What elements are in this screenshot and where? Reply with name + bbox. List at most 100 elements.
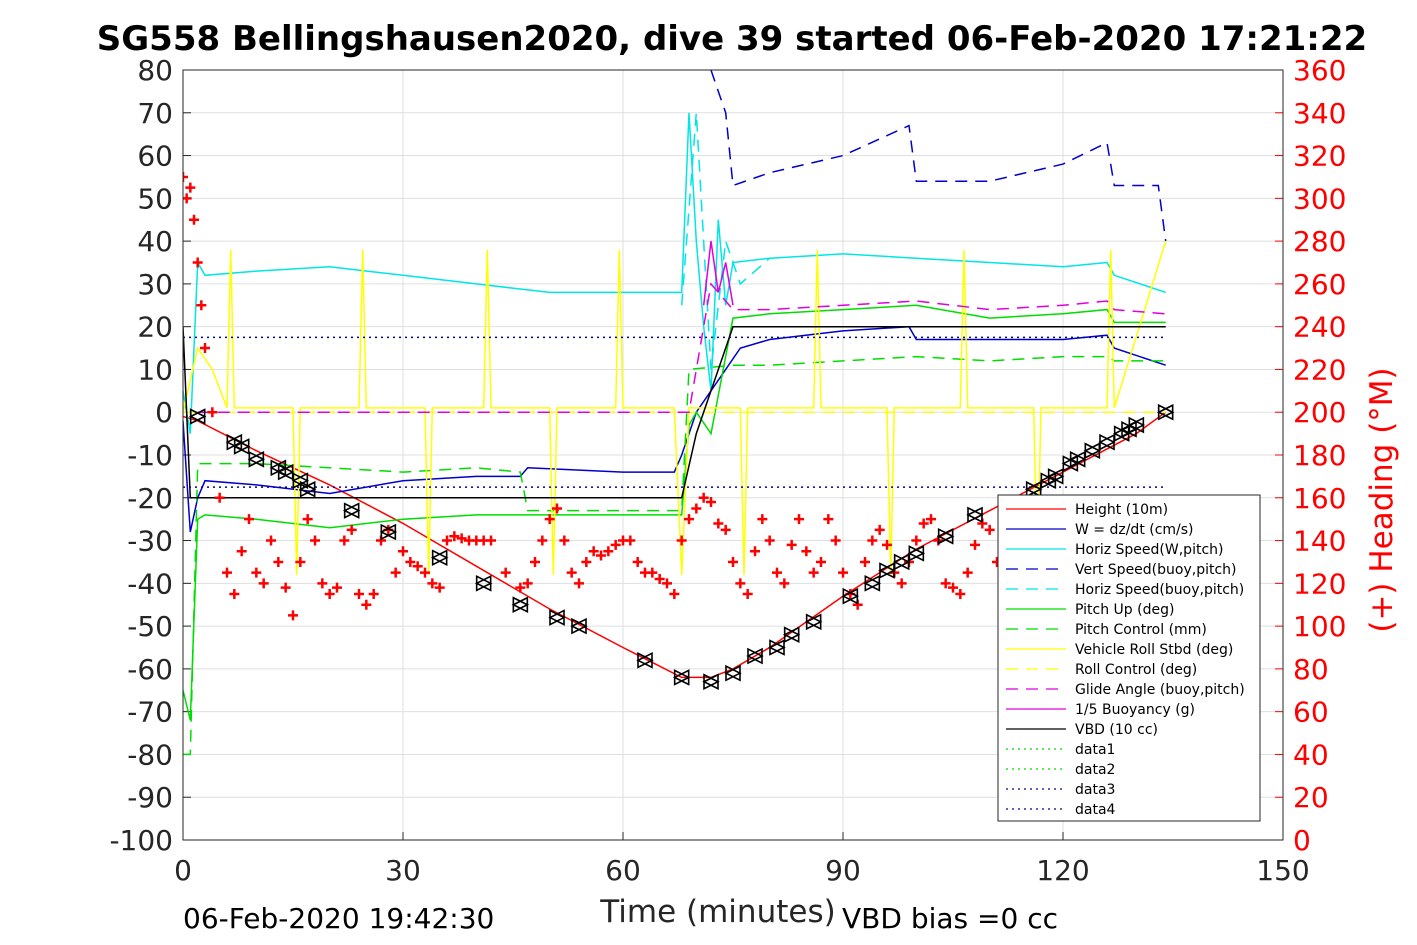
x-tick-label: 120 — [1036, 854, 1089, 887]
heading-point — [574, 578, 584, 589]
legend-entry: 1/5 Buoyancy (g) — [1075, 702, 1195, 718]
heading-point — [984, 524, 995, 535]
heading-point — [610, 539, 621, 550]
heading-point — [354, 589, 364, 600]
y-right-tick-label: 120 — [1293, 567, 1346, 600]
heading-point — [442, 535, 452, 546]
heading-point — [882, 539, 892, 550]
heading-point — [500, 567, 511, 578]
height-marker — [1046, 468, 1065, 485]
y-right-tick-label: 260 — [1293, 268, 1346, 301]
height-marker — [1098, 433, 1116, 451]
heading-point — [236, 546, 247, 557]
legend-entry: Pitch Up (deg) — [1075, 602, 1174, 618]
heading-point — [456, 533, 467, 544]
heading-point — [544, 514, 555, 525]
series-group — [183, 70, 1167, 756]
heading-point — [185, 182, 196, 193]
y-right-tick-label: 180 — [1293, 439, 1346, 472]
x-tick-label: 90 — [825, 854, 861, 887]
legend-entry: Height (10m) — [1075, 502, 1168, 518]
y-tick-label: 10 — [137, 353, 173, 386]
y-right-tick-label: 280 — [1293, 225, 1346, 258]
height-marker — [746, 647, 764, 665]
heading-point — [207, 407, 218, 418]
legend-entry: data4 — [1075, 802, 1116, 818]
heading-point — [427, 578, 438, 589]
heading-point — [742, 589, 753, 600]
series-line-2 — [183, 112, 1166, 434]
heading-point — [669, 589, 680, 600]
heading-point — [405, 556, 416, 567]
y-tick-label: 30 — [137, 268, 173, 301]
series-line-7 — [183, 240, 1167, 575]
series-line-5 — [183, 304, 1166, 721]
legend-entry: data1 — [1075, 742, 1115, 758]
y-tick-label: -100 — [109, 824, 173, 857]
heading-point — [772, 567, 782, 578]
heading-point — [244, 514, 254, 525]
heading-point — [317, 578, 328, 589]
heading-point — [720, 524, 731, 535]
series-line-6 — [183, 355, 1166, 756]
height-marker — [878, 562, 896, 579]
y-right-tick-label: 140 — [1293, 525, 1346, 558]
heading-point — [647, 567, 658, 578]
y-tick-label: 80 — [137, 54, 173, 87]
heading-point — [632, 556, 643, 567]
heading-point — [838, 567, 848, 578]
heading-point — [183, 171, 188, 182]
x-tick-label: 150 — [1256, 854, 1309, 887]
heading-point — [808, 567, 819, 578]
heading-point — [625, 535, 636, 546]
y-right-tick-label: 20 — [1293, 781, 1329, 814]
heading-point — [970, 539, 980, 550]
heading-point — [764, 535, 775, 546]
heading-point — [266, 535, 276, 546]
heading-point — [728, 556, 738, 567]
height-marker — [430, 549, 449, 566]
y-axis-ticks: 80 70 60 50 40 30 20 10 0 -10 -20 -30 -40 -50 -60 -70 -8… — [109, 54, 191, 857]
y-tick-label: 60 — [137, 140, 173, 173]
heading-point — [530, 556, 540, 567]
heading-point — [200, 343, 210, 354]
heading-point — [192, 257, 203, 268]
legend-entry: data2 — [1075, 762, 1115, 778]
heading-point — [918, 518, 929, 529]
heading-point — [779, 578, 790, 589]
legend-entry: Horiz Speed(buoy,pitch) — [1075, 582, 1244, 598]
heading-point — [786, 539, 797, 550]
height-marker — [672, 669, 691, 686]
height-marker — [892, 553, 911, 571]
height-marker — [548, 609, 566, 626]
height-marker — [1024, 480, 1043, 498]
footer-timestamp: 06-Feb-2020 19:42:30 — [183, 902, 494, 935]
heading-point — [368, 589, 379, 600]
heading-point — [537, 535, 548, 546]
heading-point — [757, 514, 768, 525]
heading-point — [962, 567, 973, 578]
y-right-tick-label: 220 — [1293, 353, 1346, 386]
height-marker — [636, 652, 654, 669]
y-right-tick-label: 160 — [1293, 482, 1346, 515]
heading-point — [940, 578, 951, 589]
chart-title: SG558 Bellingshausen2020, dive 39 starte… — [97, 19, 1367, 59]
heading-point — [302, 514, 313, 525]
heading-point — [713, 518, 724, 529]
legend-entry: data3 — [1075, 782, 1115, 798]
legend-entry: VBD (10 cc) — [1075, 722, 1158, 738]
heading-point — [654, 574, 665, 585]
y-tick-label: -80 — [127, 738, 173, 771]
heading-point — [698, 492, 709, 503]
y-right-tick-label: 320 — [1293, 140, 1346, 173]
height-marker — [232, 438, 251, 455]
heading-point — [449, 531, 460, 542]
height-marker — [804, 613, 823, 631]
height-marker — [188, 408, 207, 425]
y-right-tick-label: 200 — [1293, 396, 1346, 429]
heading-point — [420, 567, 430, 578]
legend-entry: Horiz Speed(W,pitch) — [1075, 542, 1223, 558]
y-right-tick-label: 360 — [1293, 54, 1346, 87]
height-marker — [379, 523, 398, 541]
